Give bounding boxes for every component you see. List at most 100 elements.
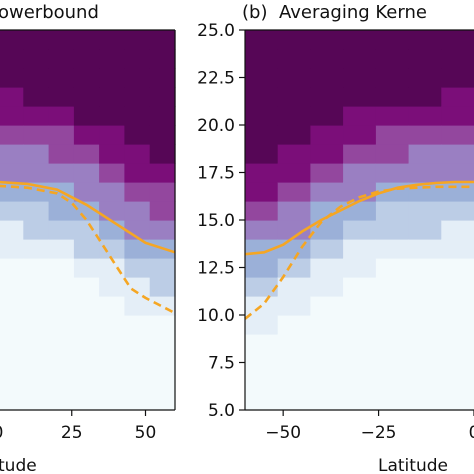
heatmap-cell (149, 49, 176, 69)
heatmap-cell (343, 68, 377, 88)
heatmap-cell (23, 125, 50, 145)
heatmap-cell (441, 296, 474, 316)
heatmap-cell (23, 353, 50, 373)
heatmap-cell (310, 277, 344, 297)
heatmap-cell (408, 201, 442, 221)
heatmap-cell (408, 87, 442, 107)
heatmap-cell (48, 315, 75, 335)
heatmap-cell (441, 258, 474, 278)
heatmap-cell (73, 334, 100, 354)
heatmap-cell (0, 239, 24, 259)
heatmap-cell (48, 296, 75, 316)
heatmap-cell (375, 239, 410, 259)
x-tick-label: −50 (265, 423, 301, 443)
heatmap-cell (23, 201, 50, 221)
heatmap-cell (23, 87, 50, 107)
heatmap-cell (375, 277, 410, 297)
heatmap-cell (124, 277, 151, 297)
heatmap-cell (245, 353, 279, 373)
y-tick-label: 15.0 (197, 211, 235, 231)
heatmap-cell (245, 106, 279, 126)
heatmap-cell (408, 125, 442, 145)
heatmap-cell (408, 144, 442, 164)
heatmap-cell (245, 296, 279, 316)
heatmap-cell (245, 144, 279, 164)
heatmap-cell (0, 372, 24, 392)
heatmap-cell (124, 391, 151, 411)
y-tick-label: 20.0 (197, 116, 235, 136)
heatmap-cell (441, 277, 474, 297)
heatmap-cell (310, 372, 344, 392)
heatmap-cell (73, 163, 100, 183)
heatmap-cell (310, 144, 344, 164)
heatmap-cell (124, 163, 151, 183)
heatmap-cell (0, 258, 24, 278)
heatmap-cell (310, 391, 344, 411)
heatmap-cell (73, 201, 100, 221)
heatmap-cell (99, 87, 125, 107)
heatmap-cell (408, 220, 442, 240)
heatmap-cell (0, 125, 24, 145)
heatmap-cell (73, 353, 100, 373)
heatmap-cell (277, 201, 311, 221)
heatmap-cell (310, 87, 344, 107)
heatmap-cell (441, 315, 474, 335)
heatmap-cell (124, 372, 151, 392)
heatmap-cell (245, 372, 279, 392)
heatmap-cell (408, 163, 442, 183)
heatmap-cell (343, 391, 377, 411)
heatmap-cell (0, 201, 24, 221)
x-tick-label: 0 (469, 423, 474, 443)
y-tick-label: 7.5 (208, 354, 235, 374)
heatmap-cell (408, 391, 442, 411)
heatmap-cell (343, 106, 377, 126)
heatmap-cell (124, 334, 151, 354)
heatmap-cell (375, 391, 410, 411)
heatmap-cell (73, 277, 100, 297)
heatmap-cell (343, 49, 377, 69)
heatmap-cell (149, 353, 176, 373)
heatmap-cell (149, 201, 176, 221)
heatmap-cell (375, 163, 410, 183)
heatmap-cell (124, 239, 151, 259)
heatmap-cell (310, 296, 344, 316)
heatmap-cell (375, 201, 410, 221)
heatmap-cell (245, 182, 279, 202)
heatmap-cell (441, 163, 474, 183)
heatmap-cell (73, 220, 100, 240)
heatmap-cell (99, 30, 125, 50)
heatmap-cell (23, 315, 50, 335)
heatmap-cell (441, 334, 474, 354)
heatmap-cell (124, 201, 151, 221)
panel-b-heatmap: −50 −25 0 5.0 7.5 10.0 12.5 15.0 17.5 20.0 22.5 25.… (197, 21, 474, 443)
heatmap-cell (73, 49, 100, 69)
heatmap-cell (99, 258, 125, 278)
x-tick-label: 0 (0, 423, 3, 443)
heatmap-cell (124, 144, 151, 164)
heatmap-cell (99, 334, 125, 354)
heatmap-cell (310, 353, 344, 373)
heatmap-cell (124, 353, 151, 373)
heatmap-cell (310, 334, 344, 354)
heatmap-cell (99, 296, 125, 316)
y-tick-label: 25.0 (197, 21, 235, 41)
heatmap-cell (277, 277, 311, 297)
heatmap-cell (245, 125, 279, 145)
heatmap-cell (48, 277, 75, 297)
x-tick-label: 25 (61, 423, 83, 443)
heatmap-cell (408, 353, 442, 373)
heatmap-cell (124, 68, 151, 88)
heatmap-cell (343, 182, 377, 202)
heatmap-cell (343, 144, 377, 164)
heatmap-cell (124, 125, 151, 145)
heatmap-cell (23, 68, 50, 88)
heatmap-cell (23, 49, 50, 69)
heatmap-cell (277, 163, 311, 183)
heatmap-cell (99, 220, 125, 240)
heatmap-cell (48, 87, 75, 107)
heatmap-cell (375, 334, 410, 354)
heatmap-cell (48, 144, 75, 164)
heatmap-cell (277, 68, 311, 88)
panel-b-xlabel: Latitude (378, 456, 448, 474)
